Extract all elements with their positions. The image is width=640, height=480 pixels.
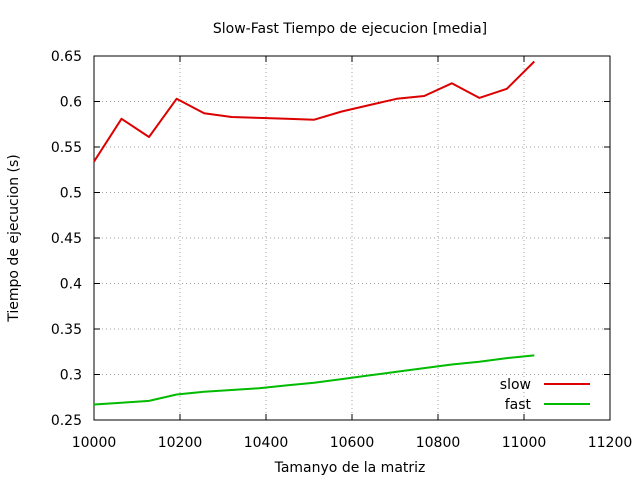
x-tick-label: 11200 (588, 435, 633, 451)
legend: slow fast (500, 377, 590, 413)
y-tick-label: 0.4 (60, 277, 82, 293)
x-tick-label: 10800 (416, 435, 461, 451)
legend-label-slow: slow (500, 377, 531, 393)
x-axis-label: Tamanyo de la matriz (274, 460, 426, 476)
y-tick-label: 0.6 (60, 95, 82, 111)
y-tick-label: 0.25 (51, 413, 82, 429)
x-tick-label: 10400 (244, 435, 289, 451)
series-layer (93, 60, 536, 406)
grid-layer (94, 56, 610, 420)
ticks-layer: 10000 10200 10400 10600 10800 11000 11200 0.25 0… (51, 49, 632, 451)
y-tick-label: 0.45 (51, 231, 82, 247)
y-tick-label: 0.5 (60, 186, 82, 202)
x-tick-label: 10600 (330, 435, 375, 451)
chart-title: Slow-Fast Tiempo de ejecucion [media] (213, 21, 487, 37)
y-tick-label: 0.55 (51, 140, 82, 156)
x-tick-label: 10200 (158, 435, 203, 451)
series-line-fast (93, 354, 535, 406)
plot-frame (93, 55, 611, 421)
y-tick-label: 0.35 (51, 322, 82, 338)
y-axis-label: Tiempo de ejecucion (s) (6, 154, 22, 323)
series-line-slow (93, 60, 536, 163)
x-tick-label: 11000 (502, 435, 547, 451)
legend-label-fast: fast (505, 397, 532, 413)
y-tick-label: 0.65 (51, 49, 82, 65)
y-tick-label: 0.3 (60, 368, 82, 384)
x-tick-label: 10000 (72, 435, 117, 451)
